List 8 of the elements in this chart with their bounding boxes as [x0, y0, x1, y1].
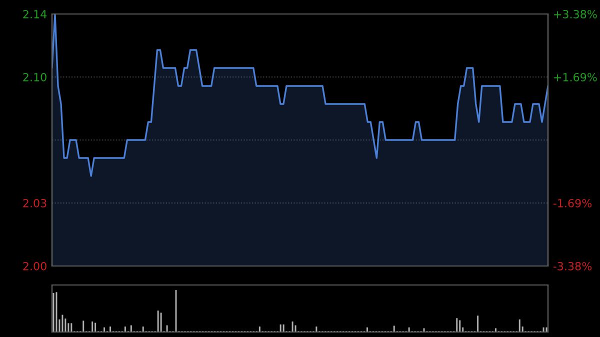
y-tick-label: 2.10 [23, 72, 46, 82]
y2-tick-label: +1.69% [554, 72, 597, 82]
y-tick-label: 2.00 [23, 262, 46, 270]
y-tick-label: 2.14 [23, 10, 47, 18]
y2-tick-label: +3.38% [554, 10, 597, 18]
y2-tick-label: -3.38% [553, 262, 592, 270]
y2-tick-label: -1.69% [553, 198, 592, 208]
y-tick-label: 2.03 [23, 198, 46, 208]
